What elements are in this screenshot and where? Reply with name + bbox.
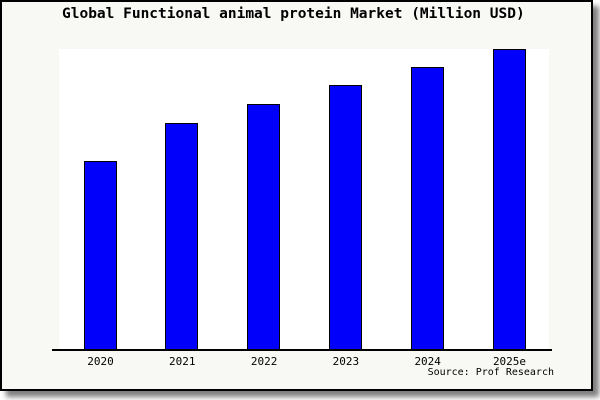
chart-window: Global Functional animal protein Market … bbox=[0, 0, 593, 391]
source-credit: Source: Prof Research bbox=[427, 367, 554, 378]
x-tick-2021: 2021 bbox=[169, 355, 196, 368]
bar-2021 bbox=[165, 123, 199, 349]
x-tick-2025e: 2025e bbox=[492, 355, 527, 368]
bar-2022 bbox=[247, 104, 281, 349]
bar-2024 bbox=[410, 66, 444, 349]
bar-2025e bbox=[492, 48, 526, 349]
chart-title: Global Functional animal protein Market … bbox=[62, 6, 525, 22]
bar-2023 bbox=[328, 84, 362, 349]
plot-area bbox=[59, 48, 549, 349]
x-tick-2020: 2020 bbox=[87, 355, 114, 368]
x-axis-line bbox=[52, 349, 552, 351]
x-tick-2022: 2022 bbox=[250, 355, 278, 368]
bar-2020 bbox=[83, 160, 117, 349]
x-tick-2023: 2023 bbox=[332, 355, 360, 368]
x-tick-2024: 2024 bbox=[414, 355, 441, 368]
